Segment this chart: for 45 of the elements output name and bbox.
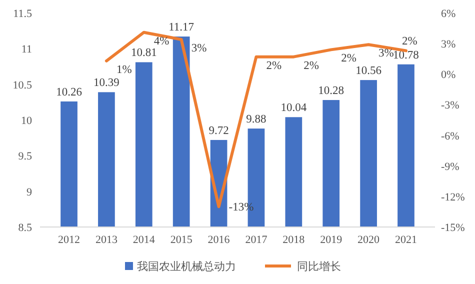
legend-label: 同比增长 [297, 260, 341, 273]
y2-tick-label: -3% [441, 100, 460, 112]
data-label: 10.28 [318, 85, 344, 98]
y2-tick-label: 0% [441, 69, 456, 82]
y-tick-label: 8.5 [18, 222, 32, 234]
data-label: 10.04 [280, 102, 307, 114]
data-label: 1% [116, 64, 132, 76]
y-tick-label: 11.5 [13, 8, 32, 20]
data-label: 2% [341, 52, 357, 65]
y2-tick-label: -12% [441, 191, 465, 204]
y-tick-label: 9 [26, 186, 32, 198]
data-label: 3% [378, 48, 394, 60]
legend-label: 我国农业机械总动力 [137, 260, 236, 273]
x-tick-label: 2014 [132, 234, 156, 246]
y2-tick-label: 6% [441, 8, 456, 20]
data-label: 10.81 [130, 47, 158, 60]
y-tick-label: 10 [21, 115, 32, 127]
x-tick-label: 2015 [170, 234, 193, 246]
data-label: 10.39 [94, 77, 120, 90]
y-tick-label: 9.5 [18, 150, 32, 163]
data-label: 4% [154, 35, 170, 48]
y2-tick-label: -9% [441, 160, 460, 173]
x-tick-label: 2018 [282, 234, 306, 246]
x-tick-label: 2017 [245, 234, 268, 246]
data-label: 10.56 [356, 65, 382, 78]
data-label: 3% [191, 42, 208, 54]
y-tick-label: 11 [21, 44, 32, 56]
data-label: 2% [266, 60, 282, 72]
data-label: 2% [402, 36, 418, 48]
y2-tick-label: -15% [441, 222, 465, 234]
x-tick-label: 2016 [208, 234, 230, 246]
x-tick-label: 2012 [58, 234, 80, 246]
data-label: 9.88 [246, 114, 267, 126]
data-label: 2% [304, 60, 320, 72]
data-label: 11.17 [168, 22, 194, 34]
y2-tick-label: -6% [441, 130, 460, 142]
data-label: 9.72 [208, 124, 230, 137]
y-tick-label: 10.5 [12, 79, 32, 92]
x-tick-label: 2013 [95, 234, 118, 246]
x-tick-label: 2019 [320, 234, 343, 246]
data-label: 10.26 [56, 86, 82, 98]
y2-tick-label: 3% [441, 38, 456, 51]
x-tick-label: 2020 [358, 234, 380, 246]
data-label: 10.78 [393, 49, 420, 62]
x-tick-label: 2021 [394, 234, 417, 246]
